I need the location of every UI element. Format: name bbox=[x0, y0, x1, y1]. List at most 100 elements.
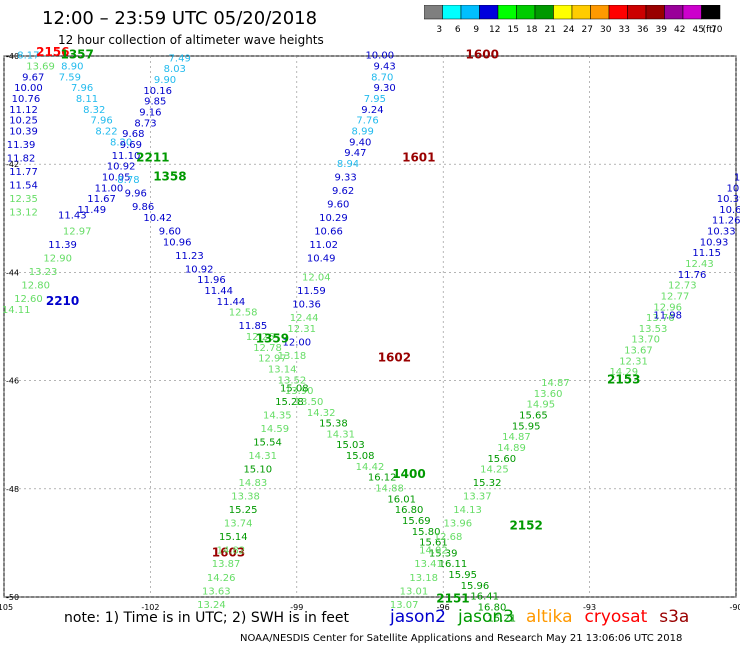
swh-value: 12.04 bbox=[302, 273, 331, 284]
swh-value: 12.68 bbox=[434, 532, 463, 543]
swh-value: 12.90 bbox=[43, 254, 72, 265]
legend-unit: (ft) bbox=[702, 25, 716, 35]
track-time-label: 2152 bbox=[509, 518, 542, 532]
swh-value: 13.70 bbox=[631, 335, 660, 346]
swh-value: 9.96 bbox=[125, 189, 147, 200]
track-1359: 15.08 15.28 14.35 14.59 15.54 14.31 15.10 14.83… bbox=[197, 332, 309, 611]
swh-value: 11.82 bbox=[7, 153, 36, 164]
swh-value: 11.49 bbox=[78, 205, 107, 216]
track-time-label: 2156 bbox=[36, 45, 69, 59]
legend-label: 36 bbox=[637, 25, 649, 35]
swh-value: 10.93 bbox=[700, 237, 729, 248]
legend-label: 6 bbox=[455, 25, 461, 35]
swh-value: 15.08 bbox=[346, 451, 375, 462]
swh-value: 15.54 bbox=[253, 438, 282, 449]
legend-label: 21 bbox=[545, 25, 556, 35]
lat-tick-label: -48 bbox=[6, 485, 19, 494]
swh-value: 10.68 bbox=[719, 205, 740, 216]
swh-value: 8.11 bbox=[76, 94, 98, 105]
swh-value: 12.00 bbox=[282, 337, 311, 348]
swh-value: 14.31 bbox=[248, 451, 277, 462]
swh-value: 16.80 bbox=[478, 603, 507, 614]
swh-value: 14.83 bbox=[239, 478, 268, 489]
legend-label: 3 bbox=[436, 25, 442, 35]
swh-value: 14.42 bbox=[356, 462, 385, 473]
swh-value: 10.00 bbox=[14, 83, 43, 94]
track-2156: 2156 bbox=[36, 45, 69, 59]
swh-value: 9.60 bbox=[327, 199, 349, 210]
swh-value: 13.50 bbox=[295, 397, 324, 408]
track-time-label: 1600 bbox=[466, 48, 499, 62]
lon-tick-label: -93 bbox=[583, 603, 596, 612]
swh-value: 14.11 bbox=[2, 305, 31, 316]
swh-value: 13.87 bbox=[212, 559, 241, 570]
swh-value: 9.90 bbox=[154, 75, 176, 86]
swh-value: 14.35 bbox=[263, 410, 292, 421]
satellite-legend: jason2 jason3 altika cryosat s3a bbox=[390, 607, 701, 627]
swh-value: 8.20 bbox=[110, 137, 132, 148]
track-time-label: 1357 bbox=[60, 48, 93, 62]
swh-value: 13.41 bbox=[414, 559, 443, 570]
swh-value: 14.13 bbox=[453, 505, 482, 516]
track-1602: 1602 bbox=[378, 351, 411, 365]
swh-value: 10.42 bbox=[143, 213, 172, 224]
satellite-jason2: jason2 bbox=[390, 607, 446, 627]
swh-value: 8.32 bbox=[83, 105, 105, 116]
swh-value: 13.07 bbox=[390, 600, 419, 611]
swh-value: 16.12 bbox=[368, 473, 397, 484]
swh-value: 8.90 bbox=[61, 62, 83, 73]
swh-value: 9.24 bbox=[361, 105, 383, 116]
swh-value: 11.10 bbox=[112, 151, 141, 162]
swh-value: 13.67 bbox=[624, 346, 653, 357]
swh-value: 12.80 bbox=[21, 281, 50, 292]
swh-value: 7.49 bbox=[169, 53, 191, 64]
swh-value: 10.05 bbox=[102, 172, 131, 183]
lat-tick-label: -42 bbox=[6, 160, 19, 169]
swh-value: 10.38 bbox=[727, 183, 740, 194]
legend-label: 9 bbox=[473, 25, 479, 35]
swh-value: 13.53 bbox=[639, 324, 668, 335]
swh-value: 12.43 bbox=[685, 259, 714, 270]
swh-value: 12.77 bbox=[661, 291, 690, 302]
satellite-jason3: jason3 bbox=[458, 607, 514, 627]
swh-value: 15.25 bbox=[229, 505, 258, 516]
swh-value: 9.62 bbox=[332, 186, 354, 197]
legend-label: 70 bbox=[711, 25, 723, 35]
swh-value: 10.66 bbox=[314, 227, 343, 238]
swh-value: 7.96 bbox=[71, 83, 93, 94]
swh-value: 11.39 bbox=[7, 140, 36, 151]
swh-value: 15.38 bbox=[319, 419, 348, 430]
swh-value: 13.23 bbox=[29, 267, 58, 278]
swh-value: 12.96 bbox=[653, 302, 682, 313]
track-time-label: 1601 bbox=[402, 150, 435, 164]
swh-value: 13.12 bbox=[9, 208, 38, 219]
track-1601: 1601 bbox=[402, 150, 435, 164]
credit-line: NOAA/NESDIS Center for Satellite Applica… bbox=[240, 633, 683, 644]
swh-value: 13.01 bbox=[400, 586, 429, 597]
notes-text: note: 1) Time is in UTC; 2) SWH is in fe… bbox=[64, 610, 350, 626]
swh-value: 9.43 bbox=[374, 62, 396, 73]
track-time-label: 2211 bbox=[136, 150, 169, 164]
swh-value: 12.44 bbox=[290, 313, 319, 324]
lon-tick-label: -102 bbox=[141, 603, 159, 612]
swh-value: 8.73 bbox=[134, 118, 156, 129]
swh-value: 7.76 bbox=[356, 116, 378, 127]
swh-value: 8.17 bbox=[17, 51, 39, 62]
swh-value: 12.31 bbox=[619, 356, 648, 367]
swh-value: 10.49 bbox=[307, 254, 336, 265]
lat-tick-label: -44 bbox=[6, 268, 19, 277]
swh-value: 12.97 bbox=[258, 354, 287, 365]
track-time-label: 1602 bbox=[378, 351, 411, 365]
swh-value: 11.98 bbox=[653, 310, 682, 321]
swh-value: 13.24 bbox=[197, 600, 226, 611]
swh-value: 13.74 bbox=[224, 519, 253, 530]
swh-value: 9.47 bbox=[344, 148, 366, 159]
swh-value: 16.41 bbox=[470, 592, 499, 603]
swh-value: 12.35 bbox=[9, 194, 38, 205]
swh-value: 11.23 bbox=[175, 251, 204, 262]
swh-value: 14.32 bbox=[307, 408, 336, 419]
legend-label: 18 bbox=[526, 25, 538, 35]
track-1357: 1357 bbox=[60, 48, 93, 62]
